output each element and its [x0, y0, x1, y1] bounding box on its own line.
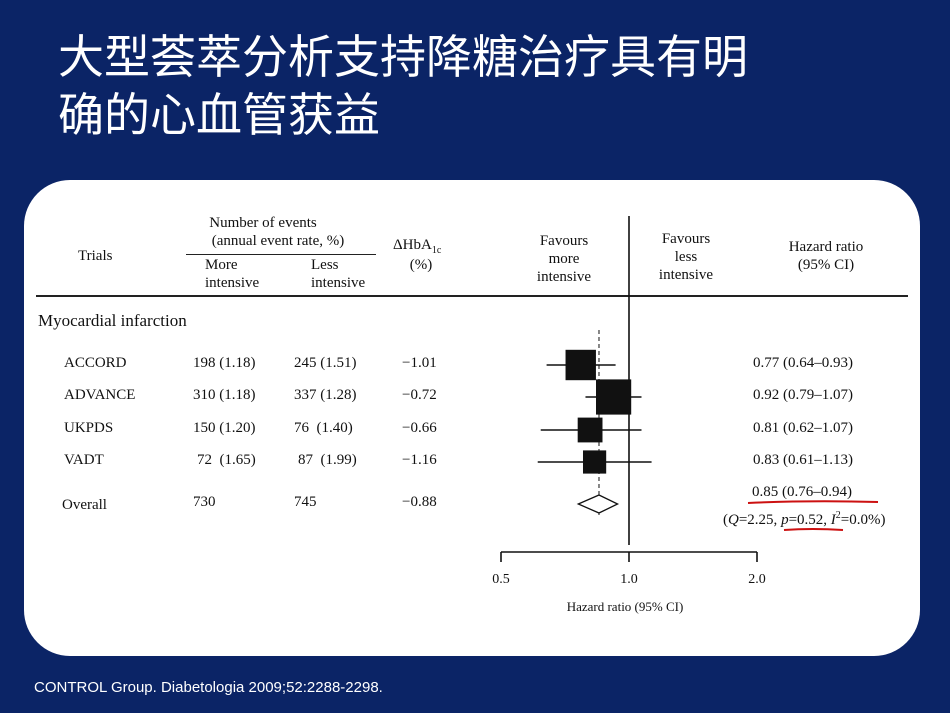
row-hr-text: 0.83 (0.61–1.13) — [753, 452, 853, 468]
row-more-events: 310 (1.18) — [193, 387, 256, 403]
header-favours-more-l1: Favours — [539, 233, 589, 249]
row-dhba1c: −1.16 — [402, 452, 437, 468]
section-label: Myocardial infarction — [38, 311, 187, 330]
header-hr-l2: (95% CI) — [797, 257, 855, 273]
title-line-1: 大型荟萃分析支持降糖治疗具有明 — [58, 30, 748, 84]
row-less-events: 245 (1.51) — [294, 355, 357, 371]
overall-diamond — [576, 494, 620, 514]
row-dhba1c: −0.72 — [402, 387, 437, 403]
row-trial: UKPDS — [64, 420, 114, 436]
title-line-2: 确的心血管获益 — [58, 88, 380, 142]
overall-dhba1c: −0.88 — [402, 494, 437, 510]
row-less-events: 337 (1.28) — [294, 387, 357, 403]
header-favours-less-l3: intensive — [658, 267, 714, 283]
footnote: CONTROL Group. Diabetologia 2009;52:2288… — [34, 679, 383, 696]
header-favours-more-l2: more — [548, 251, 580, 267]
x-axis-label: Hazard ratio (95% CI) — [567, 599, 684, 614]
study-marker — [577, 417, 603, 443]
row-trial: VADT — [64, 452, 104, 468]
header-hr-l1: Hazard ratio — [788, 239, 864, 255]
header-hba1c: ΔHbA1c — [393, 237, 441, 256]
header-bottom-rule — [36, 295, 908, 297]
het-open-paren: ( — [723, 512, 728, 528]
study-marker — [596, 379, 632, 415]
forest-plot-panel — [24, 180, 920, 656]
row-dhba1c: −1.01 — [402, 355, 437, 371]
red-underline-p — [783, 528, 844, 531]
x-tick-label: 0.5 — [492, 572, 510, 587]
study-marker — [565, 349, 596, 381]
header-events-line2: (annual event rate, %) — [211, 233, 345, 249]
overall-trial: Overall — [62, 497, 107, 513]
het-i2-symbol: I — [830, 512, 836, 528]
het-i2-value: =0.0%) — [840, 512, 886, 528]
x-tick-label: 2.0 — [748, 572, 766, 587]
row-less-events: 87 (1.99) — [298, 452, 357, 468]
row-trial: ADVANCE — [64, 387, 136, 403]
slide-title: 大型荟萃分析支持降糖治疗具有明 确的心血管获益 — [58, 28, 918, 144]
header-favours-less-l1: Favours — [661, 231, 711, 247]
row-less-events: 76 (1.40) — [294, 420, 353, 436]
row-more-events: 150 (1.20) — [193, 420, 256, 436]
het-q-value: =2.25, — [738, 512, 782, 528]
header-hba1c-unit: (%) — [409, 257, 433, 273]
row-dhba1c: −0.66 — [402, 420, 437, 436]
row-hr-text: 0.77 (0.64–0.93) — [753, 355, 853, 371]
header-more-l1: More — [205, 257, 238, 273]
header-hba1c-main: ΔHbA — [393, 237, 432, 253]
red-underline-hr — [747, 500, 879, 504]
header-favours-less-l2: less — [674, 249, 698, 265]
het-i2-sup: 2 — [835, 510, 841, 521]
overall-hr-text: 0.85 (0.76–0.94) — [752, 484, 852, 500]
study-marker — [582, 450, 607, 474]
header-favours-more-l3: intensive — [536, 269, 592, 285]
header-less-l2: intensive — [311, 275, 366, 291]
heterogeneity-stats: (Q=2.25, p=0.52, I2=0.0%) — [723, 510, 885, 529]
row-more-events: 198 (1.18) — [193, 355, 256, 371]
header-hba1c-sub: 1c — [431, 245, 442, 256]
header-events-rule — [186, 254, 376, 255]
het-p-symbol: p — [781, 512, 789, 528]
row-hr-text: 0.92 (0.79–1.07) — [753, 387, 853, 403]
header-events-line1: Number of events — [209, 215, 317, 231]
overall-less-events: 745 — [294, 494, 317, 510]
row-trial: ACCORD — [64, 355, 127, 371]
overall-more-events: 730 — [193, 494, 216, 510]
header-less-l1: Less — [311, 257, 339, 273]
x-tick-label: 1.0 — [620, 572, 638, 587]
row-more-events: 72 (1.65) — [197, 452, 256, 468]
header-trials: Trials — [78, 248, 113, 264]
row-hr-text: 0.81 (0.62–1.07) — [753, 420, 853, 436]
het-q-symbol: Q — [728, 512, 739, 528]
header-more-l2: intensive — [205, 275, 260, 291]
het-p-value: =0.52, — [788, 512, 831, 528]
